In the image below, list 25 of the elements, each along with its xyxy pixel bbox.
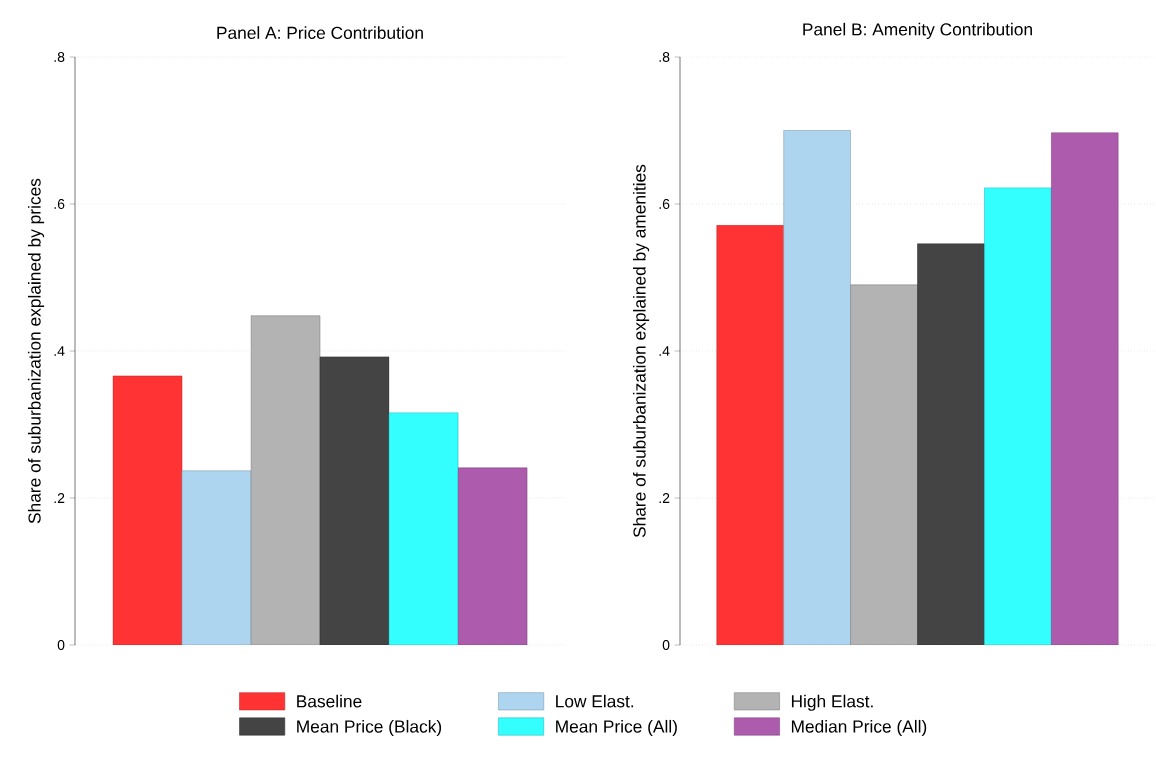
bar bbox=[984, 187, 1052, 645]
bar bbox=[783, 130, 851, 645]
y-tick-label: .4 bbox=[54, 346, 65, 356]
y-tick-label: 0 bbox=[57, 640, 65, 650]
chart-title: Panel A: Price Contribution bbox=[217, 26, 423, 39]
legend-label: Mean Price (Black) bbox=[297, 719, 442, 737]
y-tick-label: .8 bbox=[54, 52, 65, 62]
y-tick-label: .2 bbox=[54, 493, 65, 503]
bar bbox=[181, 470, 252, 645]
chart-title: Panel B: Amenity Contribution bbox=[803, 22, 1032, 39]
y-tick-label: .4 bbox=[659, 346, 670, 356]
bar bbox=[388, 412, 459, 645]
y-tick-label: .6 bbox=[54, 199, 65, 209]
legend-label: Baseline bbox=[297, 694, 362, 708]
legend-label: Median Price (All) bbox=[791, 719, 927, 737]
y-tick-label: .6 bbox=[659, 199, 670, 209]
y-axis-title: Share of suburbanization explained by prices bbox=[27, 178, 45, 524]
y-tick-label: .2 bbox=[659, 493, 670, 503]
bar bbox=[716, 225, 784, 645]
y-tick-label: .8 bbox=[659, 52, 670, 62]
legend-label: High Elast. bbox=[791, 694, 873, 711]
y-axis-title: Share of suburbanization explained by amenities bbox=[632, 164, 650, 538]
legend-label: Low Elast. bbox=[556, 694, 634, 708]
y-tick-label: 0 bbox=[662, 640, 670, 650]
legend-label: Mean Price (All) bbox=[556, 719, 677, 737]
